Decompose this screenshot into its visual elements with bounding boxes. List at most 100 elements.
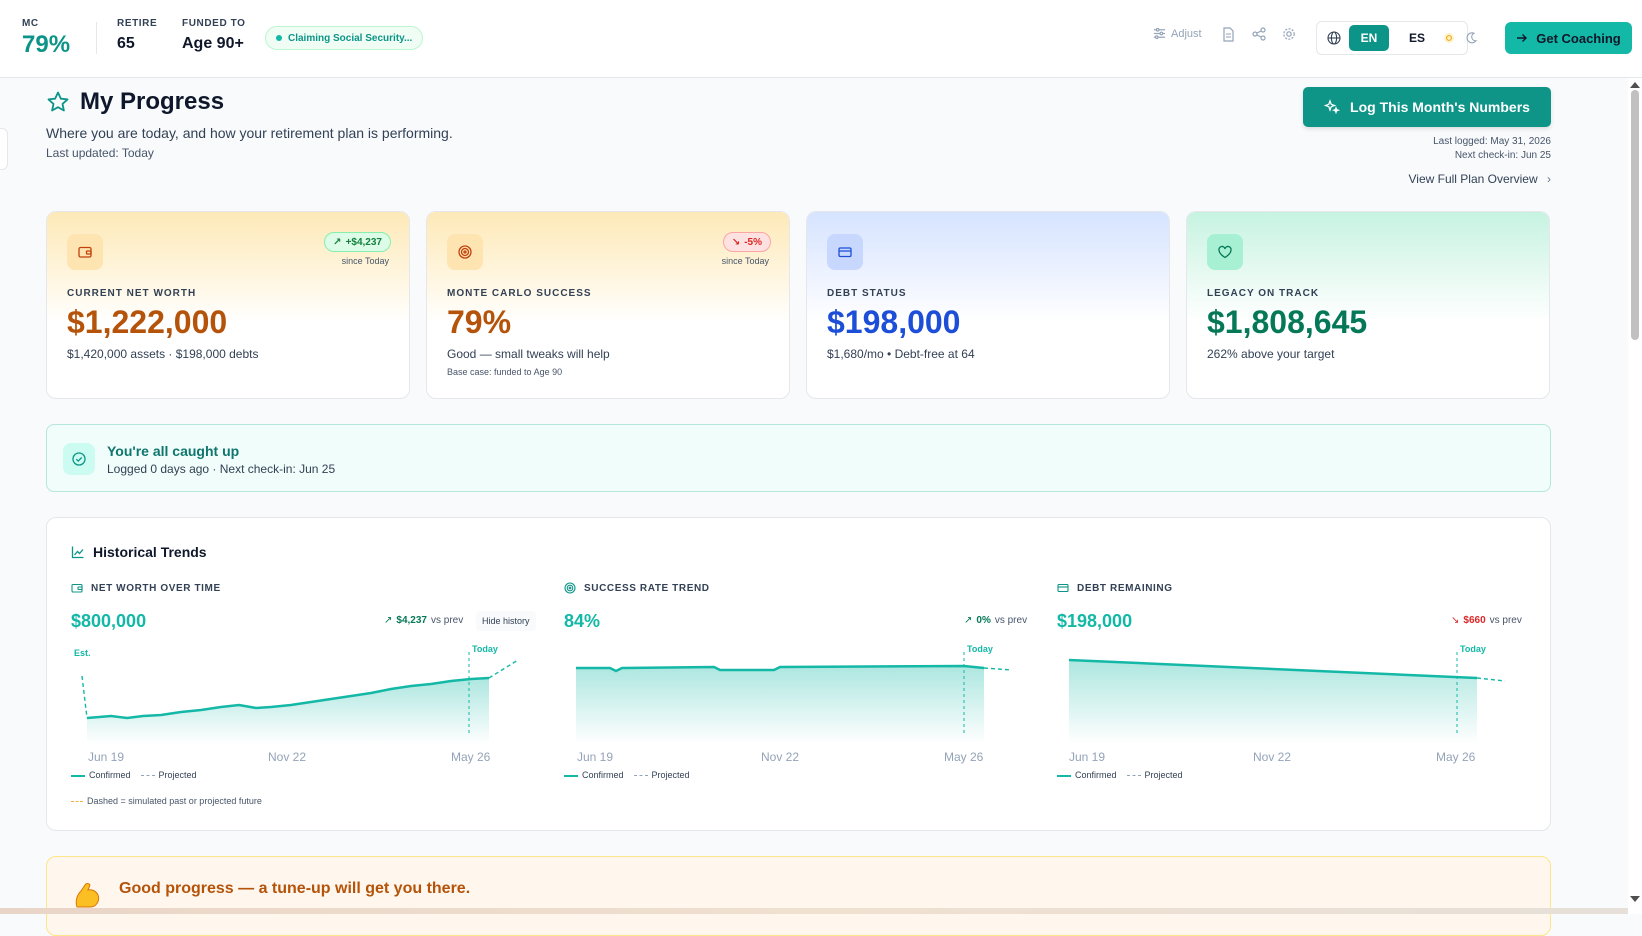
panel-delta-suffix: vs prev [1489, 615, 1522, 626]
x-tick: Jun 19 [88, 750, 125, 764]
panel-delta-value: $4,237 [396, 615, 427, 626]
side-panel-handle[interactable] [0, 128, 8, 170]
light-mode-button[interactable] [1441, 30, 1457, 51]
confirmed-line [576, 664, 985, 673]
retire-label: RETIRE [117, 18, 158, 29]
scroll-down-icon[interactable] [1630, 896, 1640, 902]
panel-header: DEBT REMAINING [1057, 582, 1173, 594]
dark-mode-button[interactable] [1465, 31, 1478, 49]
funded-stat: FUNDED TO Age 90+ [182, 18, 246, 53]
credit-card-icon [1057, 583, 1069, 593]
log-numbers-label: Log This Month's Numbers [1350, 99, 1530, 115]
arrow-down-right-icon: ↘ [1451, 615, 1460, 626]
flexed-arm-icon [71, 877, 105, 916]
panel-value: $198,000 [1057, 611, 1133, 631]
globe-icon [1327, 31, 1341, 45]
est-label: Est. [74, 648, 91, 658]
x-tick: Nov 22 [761, 750, 800, 764]
share-icon [1252, 27, 1266, 41]
success-change: -5% [744, 236, 762, 248]
panel-label: SUCCESS RATE TREND [584, 582, 710, 594]
document-button[interactable] [1222, 27, 1235, 42]
dashed-note: Dashed = simulated past or projected fut… [71, 796, 262, 806]
log-numbers-button[interactable]: Log This Month's Numbers [1303, 87, 1551, 127]
net-worth-card: ↗ +$4,237 since Today CURRENT NET WORTH $… [46, 211, 410, 399]
adjust-label: Adjust [1171, 27, 1202, 40]
card-label: DEBT STATUS [827, 288, 907, 299]
success-change-badge: ↘ -5% [722, 232, 771, 252]
card-bg [427, 212, 789, 322]
mc-stat: MC 79% [22, 18, 70, 59]
chart-legend: Confirmed Projected [1057, 770, 1183, 780]
x-tick: Nov 22 [268, 750, 307, 764]
net-worth-chart [81, 652, 519, 744]
panel-header: NET WORTH OVER TIME [71, 582, 221, 594]
credit-card-icon [827, 234, 863, 270]
share-button[interactable] [1252, 27, 1266, 41]
lang-en-button[interactable]: EN [1349, 25, 1389, 51]
card-sub: Good — small tweaks will help [447, 347, 610, 361]
sun-icon [1444, 33, 1454, 43]
caught-up-banner: You're all caught up Logged 0 days ago ·… [46, 424, 1551, 492]
today-label: Today [967, 644, 993, 654]
dashed-swatch [71, 800, 83, 802]
retire-stat: RETIRE 65 [117, 18, 157, 53]
panel-delta-value: $660 [1463, 615, 1486, 626]
legend-confirmed: Confirmed [71, 770, 131, 780]
adjust-button[interactable]: Adjust [1153, 27, 1202, 40]
x-tick: May 26 [451, 750, 491, 764]
legend-projected: Projected [140, 770, 197, 780]
card-sub: $1,680/mo • Debt-free at 64 [827, 347, 975, 361]
social-security-pill-label: Claiming Social Security... [288, 32, 413, 44]
caught-up-title: You're all caught up [107, 443, 240, 459]
log-status: Last logged: May 31, 2026 Next check-in:… [1433, 135, 1551, 163]
today-label: Today [472, 644, 498, 654]
since-label: since Today [721, 256, 769, 266]
get-coaching-label: Get Coaching [1536, 30, 1621, 46]
settings-button[interactable] [1282, 27, 1296, 41]
card-bg [1187, 212, 1549, 322]
scrollbar-thumb[interactable] [1631, 90, 1639, 340]
good-progress-title: Good progress — a tune-up will get you t… [119, 880, 471, 897]
last-updated: Last updated: Today [46, 146, 154, 160]
sliders-icon [1153, 27, 1166, 40]
debt-trend-panel: DEBT REMAINING $198,000 ↘ $660 vs prev T… [1057, 574, 1527, 824]
social-security-pill[interactable]: Claiming Social Security... [265, 26, 424, 50]
lang-es-button[interactable]: ES [1408, 31, 1425, 45]
card-label: MONTE CARLO SUCCESS [447, 288, 592, 299]
net-worth-change-badge: ↗ +$4,237 [324, 232, 391, 252]
area-fill [87, 678, 489, 744]
confirmed-line [1068, 658, 1478, 680]
card-bg [807, 212, 1169, 322]
view-full-plan-link[interactable]: View Full Plan Overview › [1408, 172, 1551, 186]
good-progress-banner: Good progress — a tune-up will get you t… [46, 856, 1551, 936]
today-label: Today [1460, 644, 1486, 654]
x-tick: Nov 22 [1253, 750, 1292, 764]
page-title-text: My Progress [80, 88, 225, 115]
hide-history-button[interactable]: Hide history [476, 611, 536, 631]
next-checkin-text: Next check-in: Jun 25 [1454, 150, 1551, 161]
dashed-note-text: Dashed = simulated past or projected fut… [87, 796, 262, 806]
debt-chart [1068, 652, 1506, 744]
gear-icon [1283, 28, 1295, 40]
moon-icon [1466, 32, 1478, 44]
debt-status-card: DEBT STATUS $198,000 $1,680/mo • Debt-fr… [806, 211, 1170, 399]
success-value: 79% [447, 304, 512, 340]
trends-title-text: Historical Trends [93, 544, 207, 560]
target-icon [564, 582, 576, 594]
panel-delta-value: 0% [976, 615, 991, 626]
status-dot-icon [276, 35, 282, 41]
scrollbar[interactable] [1628, 78, 1642, 914]
panel-delta-suffix: vs prev [430, 615, 464, 626]
get-coaching-button[interactable]: Get Coaching [1505, 22, 1632, 54]
historical-trends: Historical Trends NET WORTH OVER TIME $8… [46, 517, 1551, 831]
top-bar: MC 79% RETIRE 65 FUNDED TO Age 90+ Claim… [0, 0, 1642, 78]
bottom-edge [0, 908, 1628, 914]
mc-label: MC [22, 18, 39, 29]
language-switcher: EN ES [1316, 21, 1468, 55]
scroll-up-icon[interactable] [1630, 82, 1640, 88]
arrow-up-right-icon: ↗ [964, 615, 973, 626]
x-tick: Jun 19 [577, 750, 614, 764]
legend-projected: Projected [1126, 770, 1183, 780]
panel-label: DEBT REMAINING [1077, 582, 1173, 594]
